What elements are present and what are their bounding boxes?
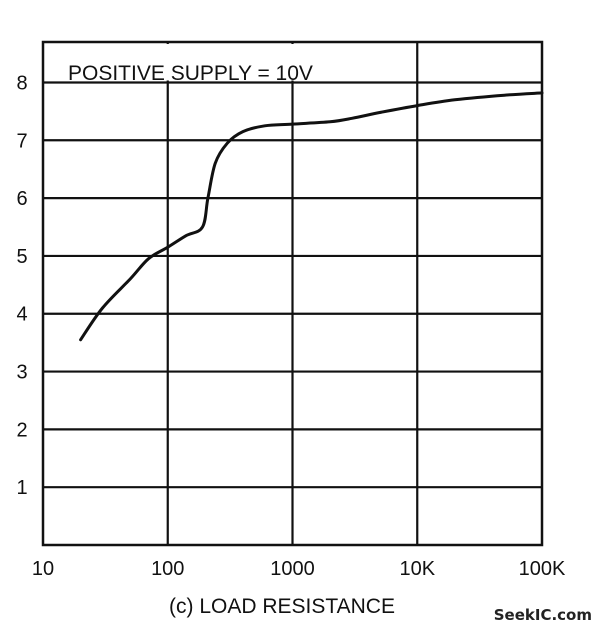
- x-axis-label: (c) LOAD RESISTANCE: [169, 595, 395, 618]
- x-tick-label: 1000: [270, 558, 315, 580]
- annotation-text: POSITIVE SUPPLY = 10V: [68, 62, 313, 85]
- y-tick-label: 8: [16, 72, 27, 94]
- x-tick-label: 100: [151, 558, 184, 580]
- y-tick-label: 6: [16, 188, 27, 210]
- y-tick-label: 2: [16, 419, 27, 441]
- plot-frame: [41, 40, 544, 547]
- y-tick-label: 3: [16, 362, 27, 384]
- x-tick-labels: 10 100 1000 10K 100K: [32, 558, 566, 580]
- watermark-text: SeekIC.com: [494, 606, 592, 624]
- y-tick-label: 7: [16, 130, 27, 152]
- annotation-box: [45, 44, 395, 81]
- y-tick-label: 4: [16, 304, 27, 326]
- x-tick-label: 10K: [399, 558, 435, 580]
- y-tick-label: 5: [16, 246, 27, 268]
- x-tick-label: 100K: [519, 558, 566, 580]
- grid: [43, 42, 542, 545]
- x-tick-label: 10: [32, 558, 54, 580]
- series-line: [79, 91, 544, 342]
- y-tick-labels: 1 2 3 4 5 6 7 8: [16, 72, 27, 499]
- y-tick-label: 1: [16, 477, 27, 499]
- series-layer: [79, 91, 544, 342]
